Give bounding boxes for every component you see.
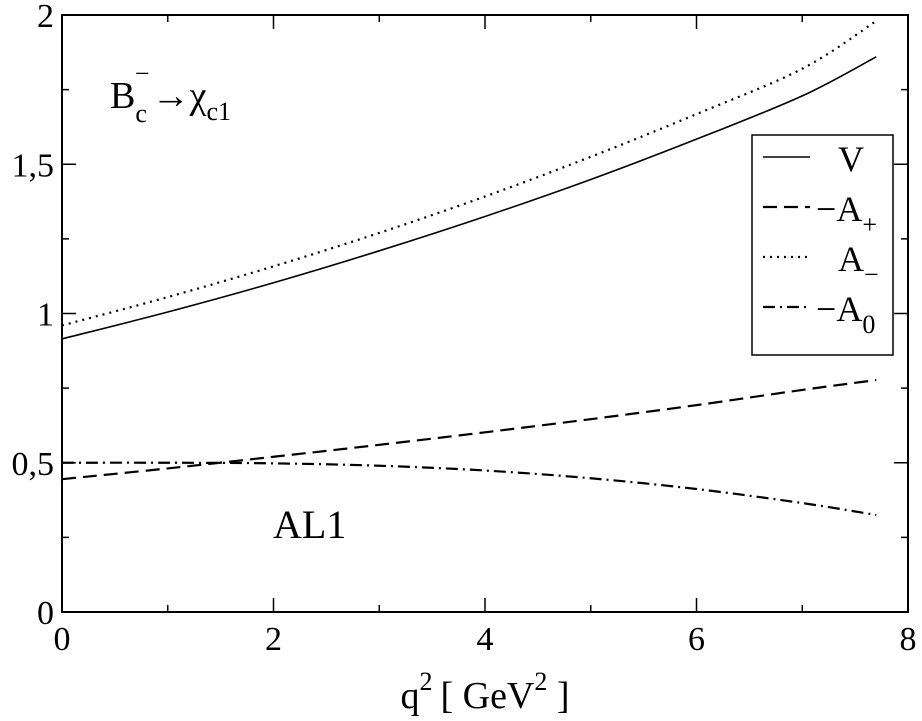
legend-label-v: V — [838, 139, 864, 179]
plot-area — [61, 14, 909, 613]
legend-box — [751, 134, 894, 356]
process-initial: B — [110, 75, 135, 117]
process-initial-sub: c — [135, 99, 147, 128]
process-initial-sup: − — [135, 59, 150, 88]
y-tick-label: 1 — [37, 297, 54, 334]
process-annotation: Bc −→χc1 — [110, 59, 231, 128]
legend: V −A+A−−A0 — [751, 134, 894, 356]
series-line-aminus — [61, 20, 877, 327]
x-tick-label: 8 — [900, 621, 917, 658]
x-axis-label-sup: 2 — [419, 667, 432, 696]
series-layer — [61, 20, 877, 517]
y-tick-label: 2 — [37, 0, 54, 35]
x-tick-label: 0 — [54, 621, 71, 658]
x-axis-label-close: ] — [547, 675, 569, 717]
y-tick-label: 0,5 — [12, 446, 55, 483]
series-line-aplus — [61, 378, 877, 481]
process-final: χ — [189, 75, 207, 117]
process-final-sub: c1 — [206, 97, 231, 126]
ticks-layer — [61, 14, 909, 613]
legend-label-aplus: −A+ — [816, 189, 877, 239]
model-annotation: AL1 — [273, 502, 346, 547]
x-tick-label: 2 — [265, 621, 282, 658]
y-tick-label: 0 — [37, 595, 54, 632]
y-tick-label: 1,5 — [12, 147, 55, 184]
series-line-v — [61, 56, 877, 340]
legend-label-a0: −A0 — [816, 289, 875, 339]
x-tick-label: 6 — [688, 621, 705, 658]
x-axis-label: q2[ GeV2 ] — [400, 667, 569, 717]
x-axis-label-unit-sup: 2 — [534, 667, 547, 696]
process-arrow: → — [152, 75, 190, 117]
x-axis-label-var: q — [400, 675, 419, 717]
x-axis-label-unit: [ GeV — [440, 675, 534, 717]
x-tick-label: 4 — [477, 621, 494, 658]
series-line-a0 — [61, 461, 877, 517]
legend-label-aminus: A− — [838, 239, 879, 289]
